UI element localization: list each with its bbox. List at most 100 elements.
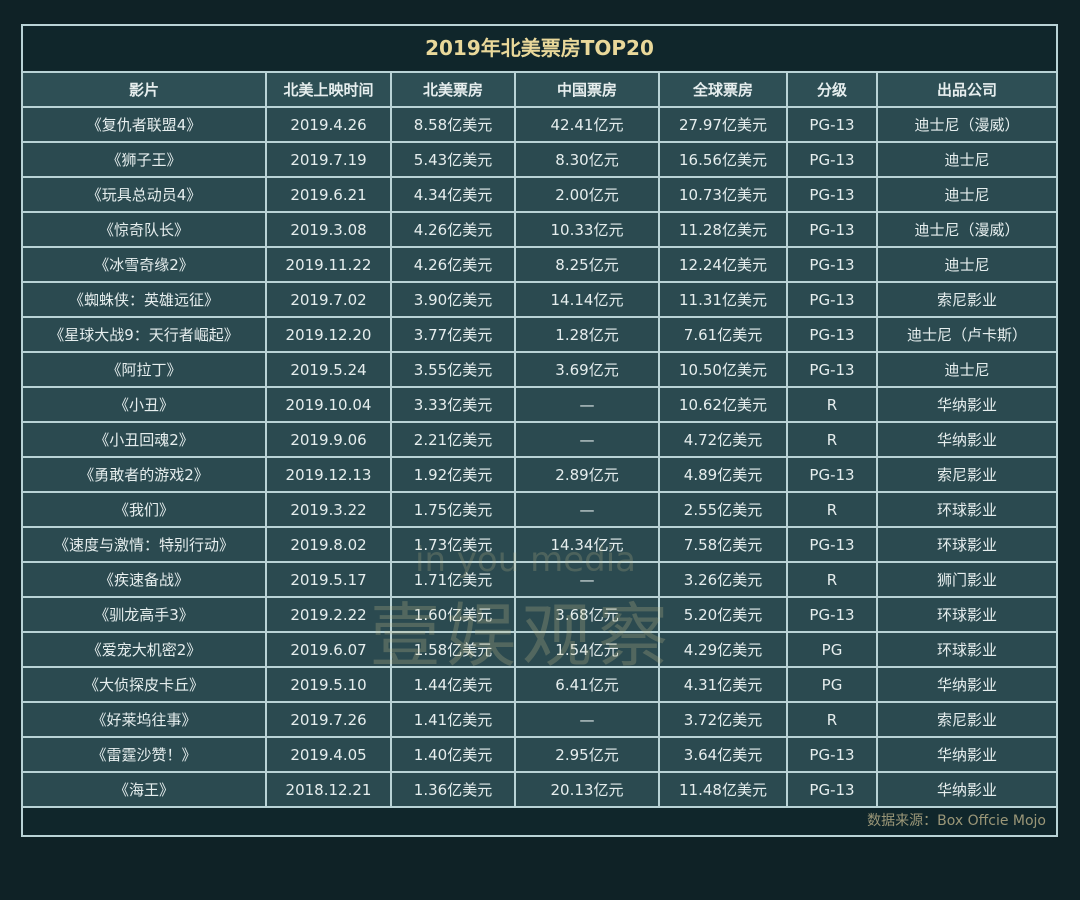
table-cell: R xyxy=(786,421,878,458)
table-cell: 2.00亿元 xyxy=(514,176,660,213)
table-row: 《好莱坞往事》 2019.7.26 1.41亿美元 —3.72亿美元 R 索尼影业 xyxy=(23,701,1056,738)
table-cell: — xyxy=(514,386,660,423)
table-cell: 2.55亿美元 xyxy=(658,491,788,528)
table-cell: 索尼影业 xyxy=(876,701,1056,738)
table-cell: PG-13 xyxy=(786,281,878,318)
table-cell: 华纳影业 xyxy=(876,771,1056,808)
table-row: 《惊奇队长》 2019.3.08 4.26亿美元 10.33亿元 11.28亿美元 PG-… xyxy=(23,211,1056,248)
table-cell: 环球影业 xyxy=(876,491,1056,528)
table-cell: — xyxy=(514,701,660,738)
table-cell: — xyxy=(514,491,660,528)
table-cell: 6.41亿元 xyxy=(514,666,660,703)
table-cell: 《惊奇队长》 xyxy=(23,211,267,248)
table-cell: 10.73亿美元 xyxy=(658,176,788,213)
table-cell: 《驯龙高手3》 xyxy=(23,596,267,633)
table-cell: 8.58亿美元 xyxy=(390,106,516,143)
table-cell: 1.28亿元 xyxy=(514,316,660,353)
table-cell: 2019.12.13 xyxy=(265,456,392,493)
table-row: 《速度与激情：特别行动》 2019.8.02 1.73亿美元 14.34亿元 7.58亿… xyxy=(23,526,1056,563)
table-title: 2019年北美票房TOP20 xyxy=(23,26,1056,73)
table-cell: 1.58亿美元 xyxy=(390,631,516,668)
table-cell: 环球影业 xyxy=(876,631,1056,668)
table-cell: 索尼影业 xyxy=(876,281,1056,318)
table-cell: 1.75亿美元 xyxy=(390,491,516,528)
table-cell: 2.21亿美元 xyxy=(390,421,516,458)
table-row: 《驯龙高手3》 2019.2.22 1.60亿美元 3.68亿元 5.20亿美元 PG-1… xyxy=(23,596,1056,633)
table-cell: 2019.5.24 xyxy=(265,351,392,388)
table-cell: 14.34亿元 xyxy=(514,526,660,563)
table-cell: 迪士尼（漫威） xyxy=(876,211,1056,248)
table-cell: 12.24亿美元 xyxy=(658,246,788,283)
table-cell: 2.89亿元 xyxy=(514,456,660,493)
table-cell: 2019.8.02 xyxy=(265,526,392,563)
table-cell: 《大侦探皮卡丘》 xyxy=(23,666,267,703)
table-cell: 11.28亿美元 xyxy=(658,211,788,248)
table-cell: 《冰雪奇缘2》 xyxy=(23,246,267,283)
column-header: 出品公司 xyxy=(876,73,1056,108)
column-header: 北美上映时间 xyxy=(265,73,392,108)
table-cell: R xyxy=(786,491,878,528)
table-row: 《狮子王》 2019.7.19 5.43亿美元 8.30亿元 16.56亿美元 PG-13… xyxy=(23,141,1056,178)
table-cell: PG-13 xyxy=(786,141,878,178)
column-header: 全球票房 xyxy=(658,73,788,108)
table-cell: 2018.12.21 xyxy=(265,771,392,808)
table-cell: 4.26亿美元 xyxy=(390,211,516,248)
table-cell: 4.26亿美元 xyxy=(390,246,516,283)
table-cell: 10.62亿美元 xyxy=(658,386,788,423)
table-cell: 3.77亿美元 xyxy=(390,316,516,353)
table-cell: PG-13 xyxy=(786,771,878,808)
table-cell: 1.71亿美元 xyxy=(390,561,516,598)
table-cell: 2019.5.17 xyxy=(265,561,392,598)
column-header: 分级 xyxy=(786,73,878,108)
table-cell: 2019.11.22 xyxy=(265,246,392,283)
table-cell: 环球影业 xyxy=(876,526,1056,563)
table-cell: 4.34亿美元 xyxy=(390,176,516,213)
table-cell: 《复仇者联盟4》 xyxy=(23,106,267,143)
table-cell: 10.33亿元 xyxy=(514,211,660,248)
table-cell: 索尼影业 xyxy=(876,456,1056,493)
table-cell: 《爱宠大机密2》 xyxy=(23,631,267,668)
table-row: 《大侦探皮卡丘》 2019.5.10 1.44亿美元 6.41亿元 4.31亿美元 PG 华… xyxy=(23,666,1056,703)
table-cell: 7.58亿美元 xyxy=(658,526,788,563)
table-cell: 迪士尼 xyxy=(876,351,1056,388)
table-cell: 《狮子王》 xyxy=(23,141,267,178)
table-cell: 7.61亿美元 xyxy=(658,316,788,353)
table-header-row: 影片 北美上映时间 北美票房 中国票房 全球票房 分级 出品公司 xyxy=(23,73,1056,108)
table-cell: 1.41亿美元 xyxy=(390,701,516,738)
table-cell: 4.31亿美元 xyxy=(658,666,788,703)
table-cell: 《好莱坞往事》 xyxy=(23,701,267,738)
table-cell: 迪士尼 xyxy=(876,246,1056,283)
table-cell: 42.41亿元 xyxy=(514,106,660,143)
table-row: 《我们》 2019.3.22 1.75亿美元 —2.55亿美元 R 环球影业 xyxy=(23,491,1056,528)
table-cell: 1.36亿美元 xyxy=(390,771,516,808)
table-cell: 1.44亿美元 xyxy=(390,666,516,703)
box-office-table-panel: 2019年北美票房TOP20 影片 北美上映时间 北美票房 中国票房 全球票房 分级 出品公… xyxy=(21,24,1058,837)
table-row: 《雷霆沙赞！》 2019.4.05 1.40亿美元 2.95亿元 3.64亿美元 PG-1… xyxy=(23,736,1056,773)
table-cell: 迪士尼 xyxy=(876,176,1056,213)
table-cell: R xyxy=(786,701,878,738)
table-cell: 2019.7.02 xyxy=(265,281,392,318)
table-cell: 2019.4.05 xyxy=(265,736,392,773)
table-cell: 《速度与激情：特别行动》 xyxy=(23,526,267,563)
table-cell: 2019.6.07 xyxy=(265,631,392,668)
table-row: 《蜘蛛侠：英雄远征》 2019.7.02 3.90亿美元 14.14亿元 11.31亿美… xyxy=(23,281,1056,318)
table-cell: 2019.7.19 xyxy=(265,141,392,178)
table-cell: 20.13亿元 xyxy=(514,771,660,808)
table-cell: 16.56亿美元 xyxy=(658,141,788,178)
data-source: 数据来源：Box Offcie Mojo xyxy=(23,808,1056,835)
table-cell: 3.26亿美元 xyxy=(658,561,788,598)
table-cell: 2019.6.21 xyxy=(265,176,392,213)
table-cell: 5.20亿美元 xyxy=(658,596,788,633)
table-cell: 1.73亿美元 xyxy=(390,526,516,563)
table-cell: 2019.12.20 xyxy=(265,316,392,353)
table-cell: 3.72亿美元 xyxy=(658,701,788,738)
table-cell: 狮门影业 xyxy=(876,561,1056,598)
table-cell: 8.25亿元 xyxy=(514,246,660,283)
table-cell: 2019.9.06 xyxy=(265,421,392,458)
table-cell: 迪士尼（卢卡斯） xyxy=(876,316,1056,353)
table-cell: 1.54亿元 xyxy=(514,631,660,668)
table-cell: 《阿拉丁》 xyxy=(23,351,267,388)
table-cell: 迪士尼（漫威） xyxy=(876,106,1056,143)
table-cell: 2019.7.26 xyxy=(265,701,392,738)
table-row: 《阿拉丁》 2019.5.24 3.55亿美元 3.69亿元 10.50亿美元 PG-13… xyxy=(23,351,1056,388)
